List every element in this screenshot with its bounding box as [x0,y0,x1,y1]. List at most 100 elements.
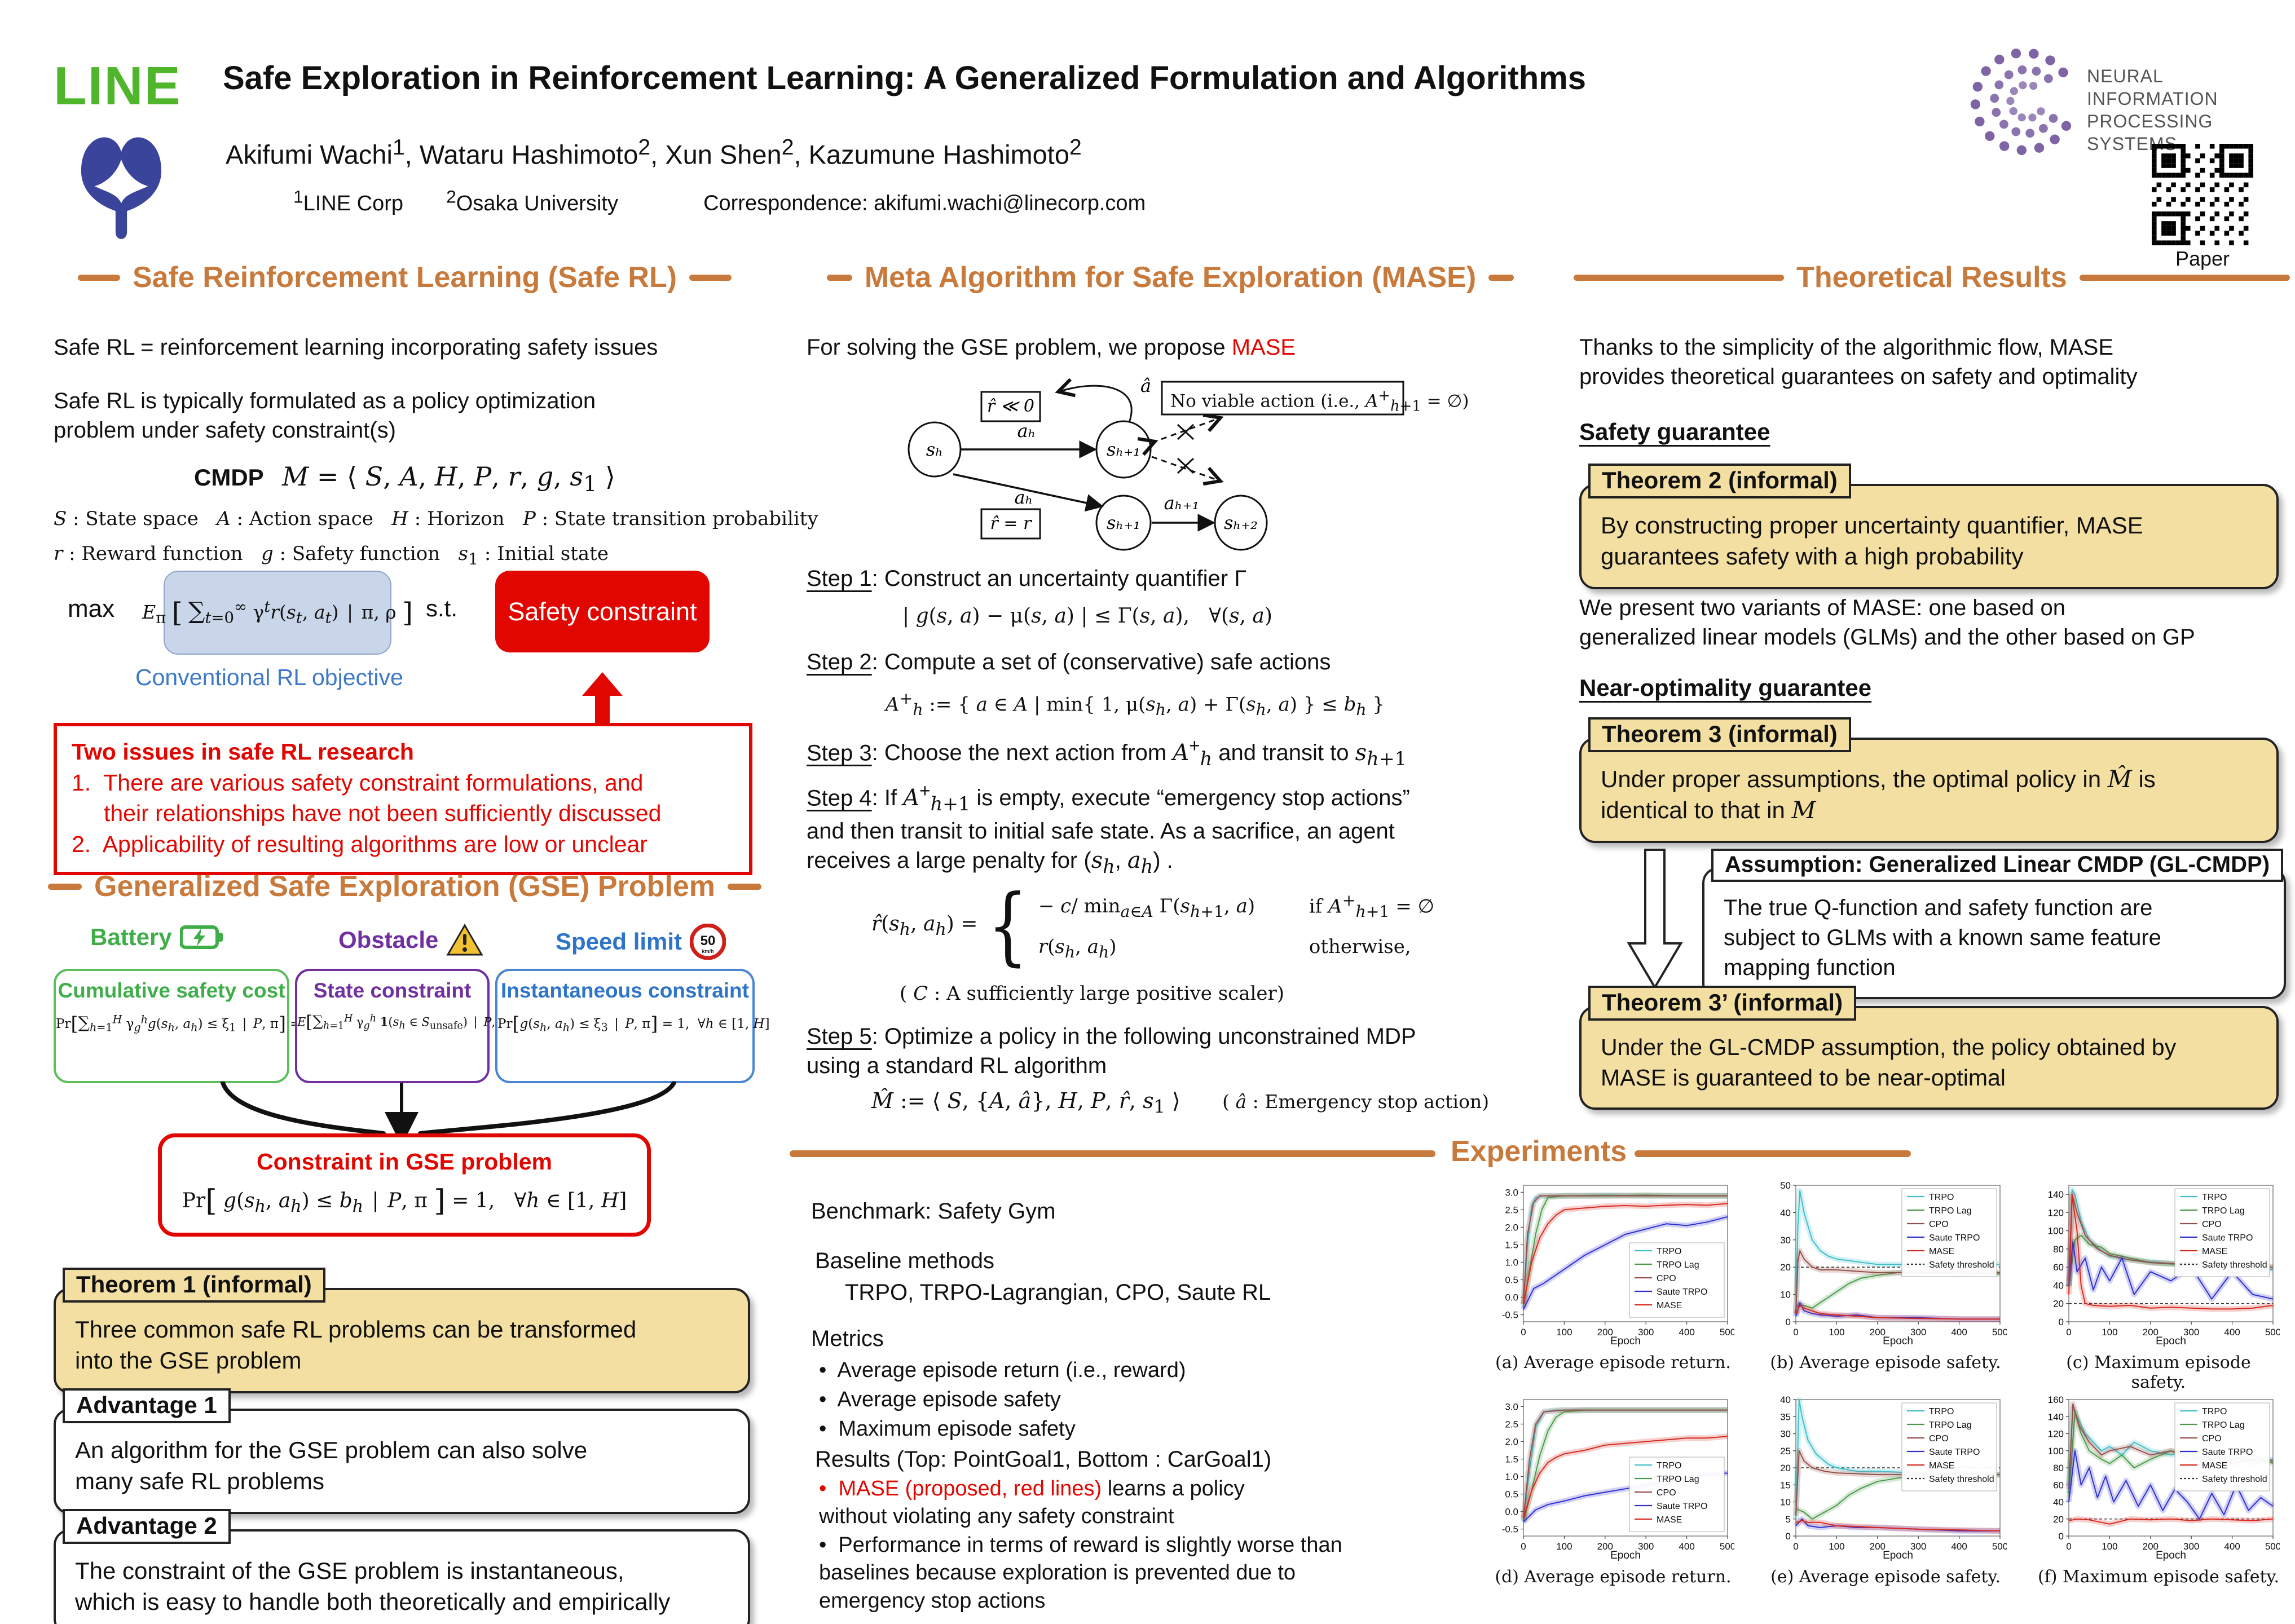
osaka-university-logo [81,137,162,239]
theorem-3: Theorem 3 (informal) Under proper assump… [1579,717,2279,843]
svg-text:3.0: 3.0 [1505,1401,1518,1412]
svg-text:500: 500 [2265,1541,2280,1552]
svg-text:CPO: CPO [2202,1220,2222,1229]
mase-intro: For solving the GSE problem, we propose … [807,335,1296,360]
line-logo: LINE [54,56,182,116]
affiliations: 1LINE Corp 2Osaka University Corresponde… [293,186,1146,216]
experiments-rule-right [1635,1150,1911,1157]
svg-text:TRPO Lag: TRPO Lag [1657,1260,1699,1270]
svg-text:aₕ: aₕ [1015,487,1033,508]
svg-text:30: 30 [1780,1429,1791,1440]
svg-text:0: 0 [1786,1531,1791,1542]
no-viable-action-label: No viable action (i.e., A+h+1 = ∅) [1170,387,1469,415]
st-label: s.t. [426,595,458,621]
osaka-logo-shape [81,137,162,239]
svg-text:Safety threshold: Safety threshold [1929,1260,1994,1270]
speed-limit-icon: 50 km/h [690,924,726,960]
result-2: • Performance in terms of reward is slig… [819,1533,1342,1613]
svg-text:TRPO Lag: TRPO Lag [2202,1206,2245,1216]
svg-text:Saute TRPO: Saute TRPO [1657,1287,1707,1297]
svg-text:140: 140 [2048,1189,2064,1200]
advantage-2-body: The constraint of the GSE problem is ins… [54,1529,750,1624]
svg-text:2.5: 2.5 [1505,1204,1518,1215]
section-header-safe-rl: Safe Reinforcement Learning (Safe RL) [54,261,756,294]
svg-text:Epoch: Epoch [2156,1335,2186,1347]
svg-text:400: 400 [1679,1541,1694,1552]
svg-text:500: 500 [1720,1327,1734,1338]
svg-text:1.5: 1.5 [1505,1239,1518,1250]
plot-d: -0.5 0.0 0.5 1.0 1.5 2.0 2.5 3.0 0 100 200 300 400 50… [1492,1394,1735,1587]
step-2: Step 2: Compute a set of (conservative) … [807,650,1331,674]
svg-text:km/h: km/h [702,948,714,954]
svg-text:100: 100 [2048,1226,2064,1237]
converging-arrows [221,1082,676,1138]
svg-text:TRPO: TRPO [1657,1461,1681,1471]
cmdp-formula-row: CMDP M = ⟨ S, A, H, P, r, g, s1 ⟩ [194,461,615,497]
svg-text:1.5: 1.5 [1505,1454,1518,1464]
baselines-label: Baseline methods [815,1248,994,1273]
svg-text:500: 500 [2265,1327,2280,1338]
category-battery: Battery [90,924,224,951]
issue-2: 2. Applicability of resulting algorithms… [72,831,647,857]
svg-text:500: 500 [1992,1541,2007,1552]
svg-text:300: 300 [2183,1327,2199,1338]
category-obstacle: Obstacle [338,924,484,956]
plot-caption: (b) Average episode safety. [1770,1353,2001,1373]
svg-text:TRPO: TRPO [1929,1193,1954,1202]
plot-caption: (c) Maximum episode safety. [2066,1353,2251,1392]
svg-text:CPO: CPO [1929,1434,1949,1444]
svg-text:10: 10 [1780,1497,1791,1508]
svg-text:60: 60 [2053,1480,2064,1490]
step-4: Step 4: If A+h+1 is empty, execute “emer… [807,781,1410,877]
svg-text:Saute TRPO: Saute TRPO [1929,1233,1980,1243]
plot-f: 0 20 40 60 80 100 120 140 160 0 100 200 300 400 500 Epo… [2037,1394,2281,1587]
issues-box: Two issues in safe RL research 1. There … [54,723,752,876]
svg-text:15: 15 [1780,1480,1791,1490]
svg-text:MASE: MASE [1657,1515,1682,1525]
up-arrow-stem [595,695,610,723]
results-label: Results (Top: PointGoal1, Bottom : CarGo… [815,1447,1272,1472]
safe-rl-formulation: Safe RL is typically formulated as a pol… [54,389,596,443]
svg-text:1.0: 1.0 [1505,1472,1518,1482]
svg-text:Safety threshold: Safety threshold [1929,1475,1994,1484]
theorem-3-prime-tab: Theorem 3’ (informal) [1588,986,1857,1021]
theorem-2-body: By constructing proper uncertainty quant… [1579,484,2279,589]
instantaneous-constraint-box: Instantaneous constraint Pr[g(sh, ah) ≤ … [495,969,770,1083]
svg-text:100: 100 [1829,1541,1844,1552]
svg-text:100: 100 [1556,1327,1572,1338]
poster-title: Safe Exploration in Reinforcement Learni… [223,60,1586,96]
plot-caption: (e) Average episode safety. [1770,1567,2001,1587]
theorem-3-prime-body: Under the GL-CMDP assumption, the policy… [1579,1006,2279,1110]
svg-text:200: 200 [1870,1541,1886,1552]
gse-constraint-box: Constraint in GSE problem Pr[ g(sh, ah) … [158,1133,651,1237]
svg-text:Saute TRPO: Saute TRPO [1657,1502,1707,1511]
theorem-1-tab: Theorem 1 (informal) [63,1268,325,1303]
svg-text:TRPO: TRPO [2202,1407,2227,1416]
result-1: • MASE (proposed, red lines) learns a po… [819,1477,1245,1529]
theorem-2: Theorem 2 (informal) By constructing pro… [1579,464,2279,589]
rl-objective-box: Eπ [ ∑t=0∞ γtr(st, at) | π, ρ ] [142,571,413,655]
svg-text:200: 200 [2143,1327,2159,1338]
issues-title: Two issues in safe RL research [72,739,414,765]
svg-text:0.5: 0.5 [1505,1489,1518,1500]
correspondence: Correspondence: akifumi.wachi@linecorp.c… [703,191,1146,215]
svg-text:sₕ₊₂: sₕ₊₂ [1224,512,1258,533]
svg-text:500: 500 [1992,1327,2007,1338]
svg-text:20: 20 [1780,1262,1791,1273]
section-header-mase: Meta Algorithm for Safe Exploration (MAS… [807,261,1534,294]
safety-guarantee-label: Safety guarantee [1579,418,1770,445]
step-3: Step 3: Choose the next action from A+h … [807,736,1407,770]
svg-text:0.0: 0.0 [1505,1507,1518,1517]
theorem-1-body: Three common safe RL problems can be tra… [54,1288,750,1393]
svg-text:0.0: 0.0 [1505,1292,1518,1303]
plot-caption: (f) Maximum episode safety. [2037,1567,2280,1587]
svg-text:Saute TRPO: Saute TRPO [2202,1448,2253,1457]
svg-text:3.0: 3.0 [1505,1187,1518,1198]
neurips-logo-icon [1970,47,2072,156]
theorem-2-tab: Theorem 2 (informal) [1588,464,1851,498]
advantage-1-body: An algorithm for the GSE problem can als… [54,1409,750,1514]
svg-text:0: 0 [2059,1317,2064,1327]
svg-text:Safety threshold: Safety threshold [2202,1475,2267,1484]
svg-text:TRPO Lag: TRPO Lag [1657,1475,1699,1484]
svg-text:MASE: MASE [1929,1461,1954,1471]
